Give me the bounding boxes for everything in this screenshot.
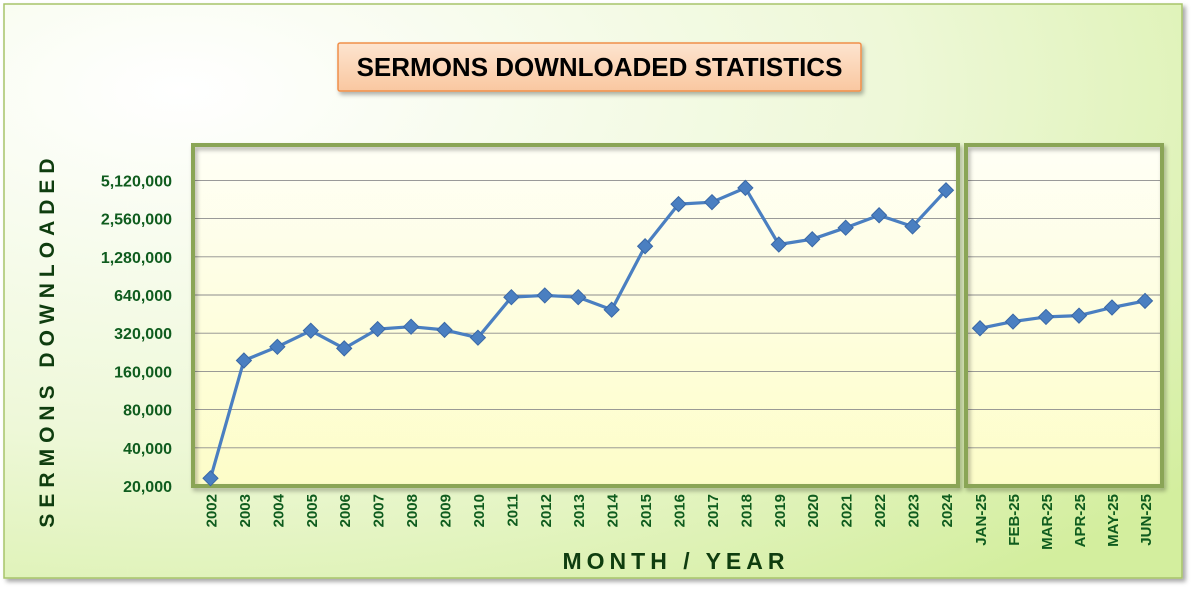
x-tick-label: MAR-25 xyxy=(1039,494,1056,550)
x-tick-label: 2009 xyxy=(438,494,455,527)
data-point-2021 xyxy=(837,219,854,236)
y-tick-label: 40,000 xyxy=(123,441,172,458)
x-tick-label: 2020 xyxy=(805,494,822,527)
gridlines xyxy=(193,179,1162,449)
x-tick-label: APR-25 xyxy=(1072,494,1089,547)
data-point-JAN-25 xyxy=(971,320,989,337)
data-point-2018 xyxy=(737,179,754,197)
x-tick-label: 2023 xyxy=(906,494,923,527)
data-point-2006 xyxy=(336,340,353,357)
x-tick-label: 2011 xyxy=(504,494,521,527)
plot-area-years xyxy=(193,145,958,486)
data-point-2003 xyxy=(235,352,253,369)
x-tick-label: 2017 xyxy=(705,494,722,527)
x-tick-label: 2021 xyxy=(839,494,856,527)
x-tick-label: 2007 xyxy=(371,494,388,527)
x-tick-label: 2013 xyxy=(571,494,588,527)
data-point-2023 xyxy=(904,218,921,235)
x-tick-label: 2003 xyxy=(237,494,254,527)
data-point-2007 xyxy=(369,320,386,338)
y-tick-label: 20,000 xyxy=(123,479,172,496)
data-point-MAR-25 xyxy=(1037,308,1055,326)
data-point-2010 xyxy=(469,329,487,346)
x-tick-label: 2005 xyxy=(304,494,321,527)
data-point-JUN-25 xyxy=(1136,292,1154,310)
data-point-2014 xyxy=(603,301,620,318)
data-point-2004 xyxy=(269,338,286,356)
data-point-2017 xyxy=(703,193,721,211)
y-tick-label: 80,000 xyxy=(123,403,172,420)
x-tick-label: 2008 xyxy=(404,494,421,527)
y-tick-label: 320,000 xyxy=(114,326,172,343)
data-point-2019 xyxy=(770,236,788,253)
x-tick-label: JAN-25 xyxy=(973,494,990,546)
data-point-2022 xyxy=(870,207,888,224)
x-tick-label: 2010 xyxy=(471,494,488,527)
y-tick-label: 160,000 xyxy=(114,364,172,381)
x-tick-label: 2015 xyxy=(638,494,655,527)
x-tick-label: 2002 xyxy=(204,494,221,527)
x-tick-label: 2022 xyxy=(872,494,889,527)
data-point-FEB-25 xyxy=(1004,313,1022,330)
x-tick-label: JUN-25 xyxy=(1138,494,1155,546)
plot-border-months xyxy=(964,143,1164,488)
y-axis-title: SERMONS DOWNLOADED xyxy=(36,152,59,527)
x-tick-label: 2016 xyxy=(672,494,689,527)
data-point-MAY-25 xyxy=(1103,299,1121,316)
x-tick-label: MAY-25 xyxy=(1105,494,1122,547)
plot-border-years xyxy=(191,143,960,488)
data-point-2011 xyxy=(503,288,520,306)
data-point-2016 xyxy=(670,195,687,213)
chart-title: SERMONS DOWNLOADED STATISTICS xyxy=(357,52,843,82)
data-point-2013 xyxy=(570,288,587,306)
data-point-2008 xyxy=(402,318,420,335)
data-point-2009 xyxy=(436,321,453,339)
x-tick-label: 2004 xyxy=(270,493,287,527)
data-point-2012 xyxy=(536,287,554,304)
data-point-2005 xyxy=(302,322,319,339)
x-tick-label: 2024 xyxy=(939,493,956,527)
x-axis-title: MONTH / YEAR xyxy=(563,548,790,574)
data-point-2002 xyxy=(202,470,219,487)
x-tick-label: 2018 xyxy=(738,494,755,527)
x-tick-label: 2012 xyxy=(538,494,555,527)
series-layer xyxy=(202,179,1154,487)
x-tick-label: FEB-25 xyxy=(1006,494,1023,546)
title-box xyxy=(337,42,862,92)
data-point-2015 xyxy=(636,238,654,255)
y-tick-label: 2,560,000 xyxy=(101,212,172,229)
y-tick-label: 5,120,000 xyxy=(101,173,172,190)
y-axis-ticks: 20,000 40,000 80,000 160,000 320,000 640,000 1… xyxy=(101,173,172,496)
x-tick-label: 2006 xyxy=(337,494,354,527)
data-point-APR-25 xyxy=(1070,307,1088,324)
data-point-2024 xyxy=(937,182,955,199)
x-axis-ticks: 2002 2003 2004 2005 2006 2007 2008 2009 2010 2011… xyxy=(204,493,1156,549)
data-point-2020 xyxy=(804,231,821,248)
y-tick-label: 640,000 xyxy=(114,288,172,305)
x-tick-label: 2014 xyxy=(605,493,622,527)
x-tick-label: 2019 xyxy=(772,494,789,527)
y-tick-label: 1,280,000 xyxy=(101,250,172,267)
